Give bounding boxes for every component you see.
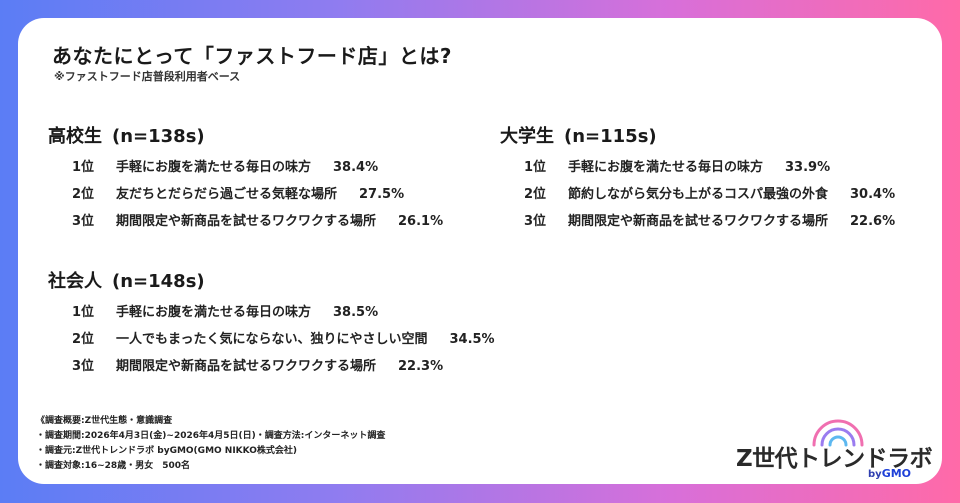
rank-row: 3位 期間限定や新商品を試せるワクワクする場所 26.1% bbox=[48, 210, 443, 229]
group-university: 大学生 (n=115s) 1位 手軽にお腹を満たせる毎日の味方 33.9% 2位 節約し… bbox=[500, 122, 895, 229]
group-sample-size: (n=138s) bbox=[112, 126, 205, 147]
rank-percent: 22.3% bbox=[398, 359, 444, 374]
rank-label: 1位 bbox=[72, 160, 95, 175]
rank-percent: 22.6% bbox=[850, 214, 896, 229]
rank-text: 期間限定や新商品を試せるワクワクする場所 bbox=[568, 214, 829, 229]
rank-text: 期間限定や新商品を試せるワクワクする場所 bbox=[116, 359, 377, 374]
rank-label: 1位 bbox=[72, 305, 95, 320]
rank-row: 3位 期間限定や新商品を試せるワクワクする場所 22.6% bbox=[500, 210, 895, 229]
group-heading: 高校生 (n=138s) bbox=[48, 122, 443, 148]
rank-row: 1位 手軽にお腹を満たせる毎日の味方 38.5% bbox=[48, 301, 495, 320]
rank-text: 手軽にお腹を満たせる毎日の味方 bbox=[116, 160, 312, 175]
rank-percent: 33.9% bbox=[785, 160, 831, 175]
group-sample-size: (n=148s) bbox=[112, 271, 205, 292]
group-sample-size: (n=115s) bbox=[564, 126, 657, 147]
note-line: 《調査概要:Z世代生態・意識調査 bbox=[36, 416, 173, 426]
note-line: ・調査対象:16~28歳・男女 500名 bbox=[36, 461, 190, 471]
signal-waves-icon bbox=[812, 419, 864, 447]
rank-label: 1位 bbox=[524, 160, 547, 175]
page-title: あなたにとって「ファストフード店」とは? bbox=[52, 44, 453, 68]
rank-label: 3位 bbox=[72, 214, 95, 229]
logo-byline: byGMO bbox=[868, 467, 911, 480]
rank-row: 2位 節約しながら気分も上がるコスパ最強の外食 30.4% bbox=[500, 183, 895, 202]
group-name: 大学生 bbox=[500, 126, 554, 147]
infographic-card: あなたにとって「ファストフード店」とは? ※ファストフード店普段利用者ベース 高… bbox=[18, 18, 942, 484]
rank-row: 2位 友だちとだらだら過ごせる気軽な場所 27.5% bbox=[48, 183, 443, 202]
rank-row: 2位 一人でもまったく気にならない、独りにやさしい空間 34.5% bbox=[48, 328, 495, 347]
rank-label: 3位 bbox=[72, 359, 95, 374]
group-high-school: 高校生 (n=138s) 1位 手軽にお腹を満たせる毎日の味方 38.4% 2位 友だち… bbox=[48, 122, 443, 229]
group-name: 社会人 bbox=[48, 271, 102, 292]
rank-row: 1位 手軽にお腹を満たせる毎日の味方 33.9% bbox=[500, 156, 895, 175]
rank-row: 1位 手軽にお腹を満たせる毎日の味方 38.4% bbox=[48, 156, 443, 175]
rank-label: 2位 bbox=[72, 187, 95, 202]
rank-row: 3位 期間限定や新商品を試せるワクワクする場所 22.3% bbox=[48, 355, 495, 374]
group-name: 高校生 bbox=[48, 126, 102, 147]
group-heading: 大学生 (n=115s) bbox=[500, 122, 895, 148]
rank-text: 節約しながら気分も上がるコスパ最強の外食 bbox=[568, 187, 829, 202]
rank-text: 一人でもまったく気にならない、独りにやさしい空間 bbox=[116, 332, 428, 347]
rank-text: 期間限定や新商品を試せるワクワクする場所 bbox=[116, 214, 377, 229]
rank-percent: 30.4% bbox=[850, 187, 896, 202]
survey-notes: 《調査概要:Z世代生態・意識調査 ・調査期間:2026年4月3日(金)~2026… bbox=[36, 414, 385, 474]
note-line: ・調査期間:2026年4月3日(金)~2026年4月5日(日)・調査方法:インタ… bbox=[36, 431, 386, 441]
rank-text: 手軽にお腹を満たせる毎日の味方 bbox=[116, 305, 312, 320]
rank-percent: 38.4% bbox=[333, 160, 379, 175]
rank-label: 2位 bbox=[72, 332, 95, 347]
rank-label: 3位 bbox=[524, 214, 547, 229]
logo-by-text: by bbox=[868, 469, 882, 480]
rank-percent: 38.5% bbox=[333, 305, 379, 320]
group-heading: 社会人 (n=148s) bbox=[48, 267, 495, 293]
note-line: ・調査元:Z世代トレンドラボ byGMO(GMO NIKKO株式会社) bbox=[36, 446, 297, 456]
group-working-adult: 社会人 (n=148s) 1位 手軽にお腹を満たせる毎日の味方 38.5% 2位 一人で… bbox=[48, 267, 495, 374]
brand-logo: Z世代トレンドラボ byGMO bbox=[736, 413, 933, 483]
rank-percent: 26.1% bbox=[398, 214, 444, 229]
page-subtitle: ※ファストフード店普段利用者ベース bbox=[54, 70, 241, 83]
logo-gmo-text: GMO bbox=[881, 467, 912, 480]
logo-wordmark: Z世代トレンドラボ bbox=[736, 446, 933, 472]
rank-percent: 34.5% bbox=[449, 332, 495, 347]
rank-text: 手軽にお腹を満たせる毎日の味方 bbox=[568, 160, 764, 175]
rank-text: 友だちとだらだら過ごせる気軽な場所 bbox=[116, 187, 338, 202]
rank-label: 2位 bbox=[524, 187, 547, 202]
rank-percent: 27.5% bbox=[359, 187, 405, 202]
